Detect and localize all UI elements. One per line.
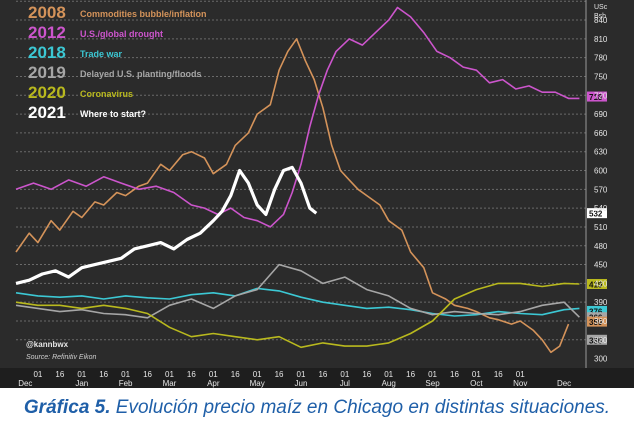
x-tick-label: 01 xyxy=(384,370,393,379)
end-label-bg xyxy=(587,208,607,219)
y-unit-label: USc xyxy=(594,4,608,11)
legend-label: Commodities bubble/inflation xyxy=(80,9,207,19)
legend-label: Trade war xyxy=(80,49,123,59)
watermark-handle: @kannbwx xyxy=(26,340,69,349)
x-month-label: Jan xyxy=(75,379,88,388)
x-tick-label: 01 xyxy=(77,370,86,379)
x-axis-band xyxy=(0,368,634,388)
y-unit-label: Bsh xyxy=(594,13,606,20)
end-label: 330 xyxy=(589,336,603,345)
x-month-label: Dec xyxy=(557,379,571,388)
end-label-bg xyxy=(587,316,607,327)
y-tick-label: 480 xyxy=(594,242,608,251)
end-label: 718 xyxy=(589,93,603,102)
caption-text: Evolución precio maíz en Chicago en dist… xyxy=(110,397,611,418)
y-tick-label: 330 xyxy=(594,336,608,345)
x-tick-label: 16 xyxy=(494,370,503,379)
end-label-bg xyxy=(587,334,607,345)
x-tick-label: 01 xyxy=(121,370,130,379)
x-month-label: May xyxy=(250,379,265,388)
caption-label: Gráfica 5. xyxy=(23,397,111,418)
x-month-label: Dec xyxy=(18,379,32,388)
end-label-bg xyxy=(587,305,607,316)
chart-svg: 718532419376366359330 300330360390420450… xyxy=(0,0,634,388)
x-tick-label: 16 xyxy=(406,370,415,379)
y-tick-label: 810 xyxy=(594,35,608,44)
series-line-2012 xyxy=(15,6,580,228)
end-label: 419 xyxy=(589,280,603,289)
x-tick-label: 16 xyxy=(318,370,327,379)
x-tick-label: 01 xyxy=(472,370,481,379)
x-tick-label: 16 xyxy=(231,370,240,379)
series-line-2019 xyxy=(15,263,580,319)
y-tick-label: 630 xyxy=(594,148,608,157)
legend-year: 2018 xyxy=(28,43,66,62)
x-tick-label: 16 xyxy=(99,370,108,379)
y-tick-label: 360 xyxy=(594,317,608,326)
y-tick-label: 690 xyxy=(594,110,608,119)
y-tick-label: 510 xyxy=(594,223,608,232)
x-month-label: Feb xyxy=(119,379,133,388)
legend-label: Where to start? xyxy=(80,109,146,119)
x-month-label: Mar xyxy=(163,379,177,388)
legend-label: Coronavirus xyxy=(80,89,133,99)
x-month-label: Sep xyxy=(425,379,440,388)
end-label: 359 xyxy=(589,318,603,327)
x-tick-label: 01 xyxy=(165,370,174,379)
y-tick-label: 450 xyxy=(594,261,608,270)
end-label-bg xyxy=(587,91,607,102)
x-tick-label: 01 xyxy=(209,370,218,379)
x-tick-label: 01 xyxy=(297,370,306,379)
x-month-label: Jul xyxy=(340,379,350,388)
end-label: 376 xyxy=(589,307,603,316)
y-tick-label: 540 xyxy=(594,204,608,213)
x-month-label: Nov xyxy=(513,379,527,388)
x-tick-label: 16 xyxy=(55,370,64,379)
y-tick-label: 780 xyxy=(594,54,608,63)
y-tick-label: 750 xyxy=(594,72,608,81)
y-tick-label: 390 xyxy=(594,298,608,307)
legend-year: 2020 xyxy=(28,83,66,102)
x-tick-label: 16 xyxy=(275,370,284,379)
series-line-2021 xyxy=(15,165,318,285)
y-tick-label: 600 xyxy=(594,167,608,176)
x-tick-label: 01 xyxy=(516,370,525,379)
x-tick-label: 01 xyxy=(428,370,437,379)
legend-year: 2008 xyxy=(28,3,66,22)
legend-label: Delayed U.S. planting/floods xyxy=(80,69,202,79)
legend-year: 2021 xyxy=(28,103,66,122)
x-month-label: Apr xyxy=(207,379,220,388)
y-tick-label: 840 xyxy=(594,16,608,25)
y-tick-label: 570 xyxy=(594,185,608,194)
x-month-label: Aug xyxy=(382,379,396,388)
series-line-2008 xyxy=(15,38,570,354)
y-tick-label: 720 xyxy=(594,91,608,100)
y-tick-label: 660 xyxy=(594,129,608,138)
figure-caption: Gráfica 5. Evolución precio maíz en Chic… xyxy=(0,397,634,433)
x-tick-label: 16 xyxy=(187,370,196,379)
end-label: 532 xyxy=(589,210,603,219)
x-tick-label: 01 xyxy=(340,370,349,379)
x-tick-label: 16 xyxy=(362,370,371,379)
x-tick-label: 16 xyxy=(143,370,152,379)
legend-year: 2012 xyxy=(28,23,66,42)
series-line-2020 xyxy=(15,282,580,349)
legend-label: U.S./global drought xyxy=(80,29,163,39)
series-line-2018 xyxy=(15,287,580,317)
y-tick-label: 300 xyxy=(594,355,608,364)
x-month-label: Jun xyxy=(295,379,308,388)
x-tick-label: 01 xyxy=(33,370,42,379)
chart-background xyxy=(0,0,634,388)
chart: 718532419376366359330 300330360390420450… xyxy=(0,0,634,388)
source-note: Source: Refinitiv Eikon xyxy=(26,354,97,361)
x-month-label: Oct xyxy=(470,379,483,388)
legend-year: 2019 xyxy=(28,63,66,82)
x-tick-label: 16 xyxy=(450,370,459,379)
x-tick-label: 01 xyxy=(253,370,262,379)
end-label-bg xyxy=(587,278,607,289)
y-tick-label: 420 xyxy=(594,279,608,288)
